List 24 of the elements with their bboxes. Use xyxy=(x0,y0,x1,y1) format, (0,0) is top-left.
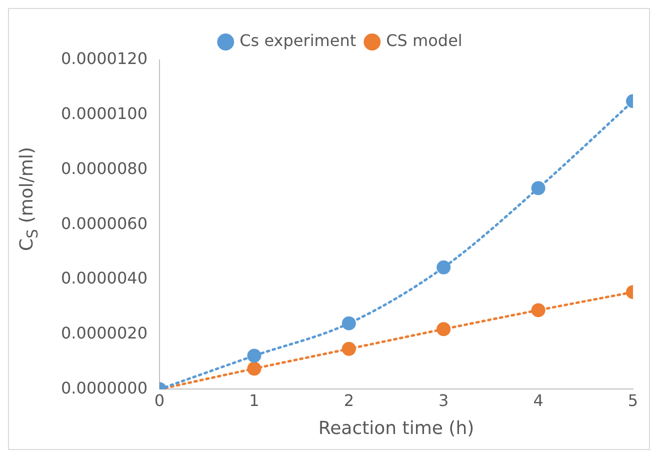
y-tick-label: 0.0000120 xyxy=(60,49,148,68)
point xyxy=(436,322,451,336)
y-tick-label: 0.0000040 xyxy=(60,268,148,288)
point xyxy=(247,362,262,376)
x-axis-title: Reaction time (h) xyxy=(318,418,474,439)
x-tick-label: 0 xyxy=(154,390,165,410)
point xyxy=(531,181,546,196)
y-tick-label: 0.0000000 xyxy=(60,378,148,398)
x-tick-label: 3 xyxy=(438,390,449,410)
y-tick-label: 0.0000080 xyxy=(60,158,148,178)
legend-label: Cs experiment xyxy=(240,31,356,50)
x-tick-label: 2 xyxy=(344,390,354,410)
legend-label: CS model xyxy=(386,31,462,50)
point xyxy=(342,316,356,330)
y-tick-label: 0.0000100 xyxy=(60,104,148,124)
y-tick-label: 0.0000060 xyxy=(60,214,148,233)
point xyxy=(342,342,356,356)
x-tick-label: 1 xyxy=(249,390,260,410)
point xyxy=(247,348,262,363)
y-tick-label: 0.0000020 xyxy=(60,323,148,342)
point xyxy=(531,303,546,318)
x-tick-label: 5 xyxy=(628,390,638,410)
point xyxy=(436,260,451,274)
x-tick-label: 4 xyxy=(533,390,544,410)
